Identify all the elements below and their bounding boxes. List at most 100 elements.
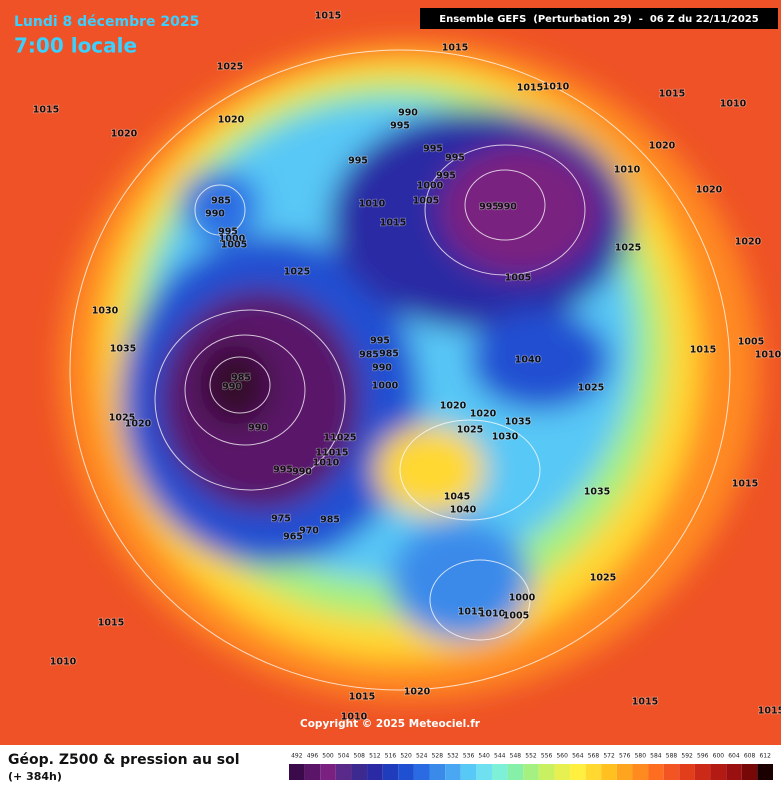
isobar-label: 1010 [313,458,340,469]
isobar-label: 1020 [649,141,676,152]
isobar-label: 995 [370,336,390,347]
legend-label: 540 [478,753,490,760]
isobar-label: 995 [390,121,410,132]
isobar-label: 11015 [315,448,348,459]
legend-label: 584 [650,753,662,760]
lead-time: (+ 384h) [8,770,62,783]
isobar-label: 1010 [614,165,641,176]
isobar-label: 1025 [109,413,135,424]
isobar-label: 1020 [440,401,467,412]
isobar-label: 995 [445,153,465,164]
legend-swatch [570,764,586,780]
legend-swatch [741,764,758,780]
isobar-label: 1005 [738,337,764,348]
legend-swatch [460,764,477,780]
legend-label: 500 [322,753,334,760]
isobar-label: 985 [320,515,340,526]
legend-label: 552 [525,753,537,760]
legend-swatch [585,764,602,780]
isobar-label: 1025 [578,383,604,394]
isobar-label: 1015 [632,697,658,708]
isobar-label: 1015 [380,218,406,229]
isobar-label: 1015 [315,11,341,22]
isobar-label: 1015 [732,479,758,490]
legend-label: 576 [619,753,631,760]
isobar-label: 1010 [341,712,368,723]
isobar-labels: 1015 1025 1015 1020 1020 1015 1015 1010 1015 1010… [32,10,781,724]
legend-swatch [476,764,492,780]
isobar-label: 990 [398,108,418,119]
isobar-label: 1010 [359,199,386,210]
isobar-label: 1005 [221,240,247,251]
isobars [69,49,731,691]
legend-swatch [382,764,399,780]
legend-swatch [679,764,695,780]
legend-swatch [335,764,352,780]
isobar-label: 1005 [413,196,439,207]
isobar-label: 995 [348,156,368,167]
color-legend: 492 496 500 504 508 512 516 520 524 528 532 536 540 5… [289,753,773,780]
legend-label: 596 [697,753,709,760]
isobar-label: 1040 [515,355,542,366]
legend-label: 592 [681,753,693,760]
isobar-label: 11025 [323,433,356,444]
isobar-label: 1015 [758,706,781,717]
isobar-label: 1040 [450,505,477,516]
legend-label: 492 [291,753,303,760]
copyright: Copyright © 2025 Meteociel.fr [300,718,481,730]
legend-label: 520 [400,753,412,760]
legend-swatch [429,764,446,780]
legend-swatch [648,764,664,780]
isobar-label: 985 [359,350,379,361]
legend-label: 604 [728,753,740,760]
legend-label: 556 [541,753,553,760]
isobar-label: 1035 [110,344,136,355]
isobar-label: 1020 [125,419,152,430]
date: Lundi 8 décembre 2025 [14,14,199,30]
legend-swatch [538,764,555,780]
isobar-label: 1030 [92,306,119,317]
isobar-label: 1010 [50,657,77,668]
legend-label: 536 [463,753,475,760]
isobar-label: 1025 [457,425,483,436]
legend-swatch [507,764,524,780]
isobar-label: 1015 [690,345,716,356]
isobar-label: 965 [283,532,303,543]
isobar-label: 995 [479,202,499,213]
legend-label: 612 [759,753,771,760]
legend-swatch [367,764,383,780]
isobar-label: 1015 [442,43,468,54]
isobar-label: 1010 [543,82,570,93]
isobar-label: 1015 [349,692,375,703]
legend-swatch [491,764,508,780]
legend-swatch [304,764,321,780]
isobar-label: 1000 [509,593,536,604]
isobar-label: 1035 [584,487,610,498]
isobar-label: 1030 [492,432,519,443]
legend-label: 560 [556,753,568,760]
isobar-label: 990 [292,467,312,478]
legend-swatch [554,764,571,780]
legend-swatch [710,764,727,780]
isobar-label: 1035 [505,417,531,428]
isobar-label: 1045 [444,492,470,503]
product-title: Géop. Z500 & pression au sol [8,752,240,768]
geopotential-field [60,40,760,700]
legend-swatch [663,764,680,780]
isobar-label: 970 [299,526,319,537]
isobar-label: 1025 [217,62,243,73]
isobar-label: 990 [248,423,268,434]
legend-label: 572 [603,753,615,760]
isobar-label: 1020 [111,129,138,140]
isobar-label: 985 [379,349,399,360]
isobar-label: 1000 [372,381,399,392]
legend-swatch [445,764,461,780]
isobar-label: 995 [423,144,443,155]
legend-swatch [726,764,742,780]
legend-label: 528 [432,753,444,760]
legend-swatch [616,764,633,780]
legend-label: 588 [666,753,678,760]
isobar-label: 990 [205,209,225,220]
isobar-label: 1015 [33,105,59,116]
